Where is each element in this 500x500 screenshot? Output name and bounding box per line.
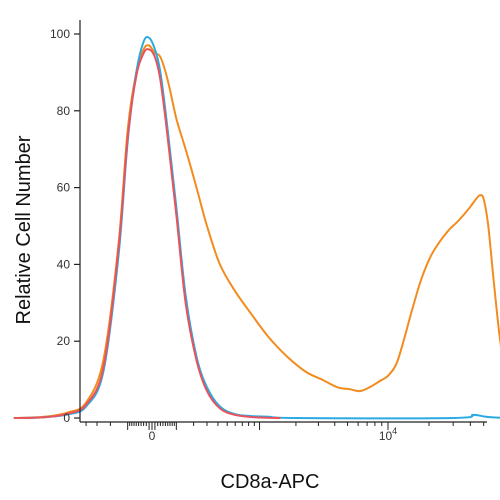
y-tick-label: 100 <box>50 27 70 41</box>
x-axis-title: CD8a-APC <box>221 471 320 493</box>
y-tick-label: 0 <box>63 411 70 425</box>
x-tick-label: 0 <box>149 429 156 443</box>
y-tick-label: 80 <box>57 104 71 118</box>
series-layer <box>13 35 500 420</box>
x-axis-tick-labels: 0104106 <box>149 426 398 443</box>
series-line-2 <box>13 35 500 420</box>
x-axis-ticks <box>85 422 485 430</box>
y-tick-label: 20 <box>57 334 71 348</box>
y-axis-title: Relative Cell Number <box>13 135 35 324</box>
plot-area <box>13 35 500 420</box>
y-axis-ticks: 0 20 40 60 80 100 <box>50 27 80 425</box>
x-tick-label: 104 <box>379 426 397 443</box>
series-line-1 <box>13 44 500 419</box>
y-tick-label: 40 <box>57 257 71 271</box>
y-tick-label: 60 <box>57 181 71 195</box>
series-line-3 <box>13 48 281 419</box>
